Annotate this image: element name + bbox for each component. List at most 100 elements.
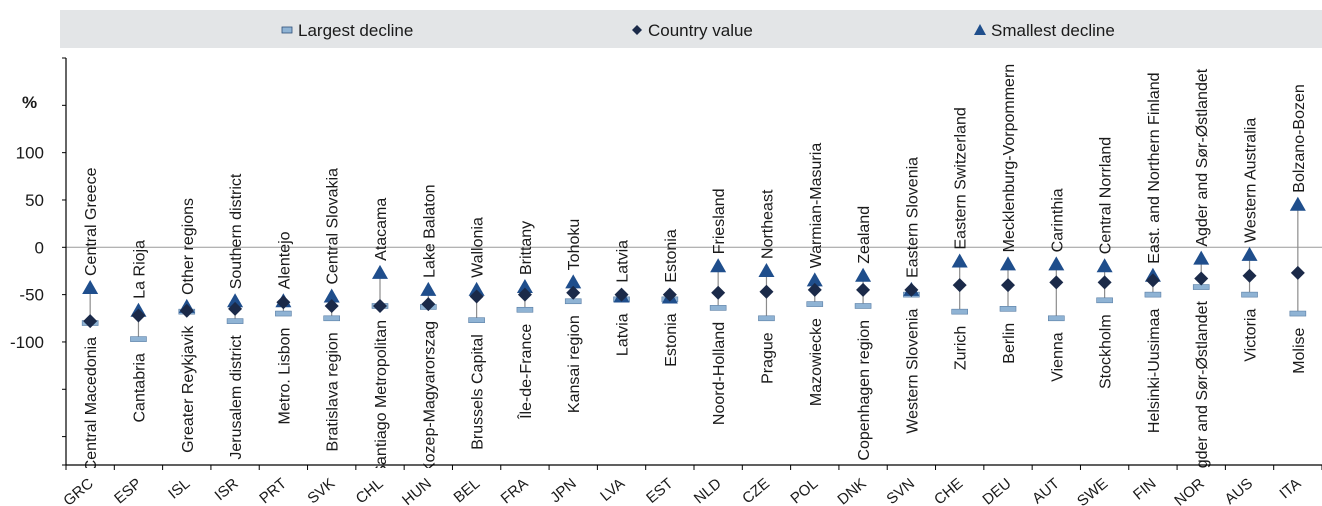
x-tick-label: SVN <box>883 475 918 506</box>
legend-label-country: Country value <box>648 21 753 40</box>
y-tick-label: 100 <box>16 144 44 163</box>
country-value-point <box>517 287 532 302</box>
country-value-point <box>421 297 436 312</box>
x-tick-label: CHL <box>353 475 387 506</box>
region-label-top: Carinthia <box>1049 188 1066 252</box>
country-value-point <box>83 314 98 329</box>
region-label-top: Alentejo <box>276 231 293 289</box>
largest-decline-point <box>951 308 968 315</box>
largest-decline-point <box>854 303 872 309</box>
x-tick-label: PRT <box>256 475 290 506</box>
x-tick-label: ESP <box>111 475 145 506</box>
country-value-point <box>373 298 387 313</box>
country-value-point <box>469 289 484 304</box>
country-value-point <box>1242 268 1257 283</box>
smallest-decline-point <box>1048 256 1065 271</box>
region-label-top: Friesland <box>711 188 728 254</box>
region-label-top: Atacama <box>373 198 390 261</box>
region-label-top: Western Australia <box>1243 118 1260 243</box>
smallest-decline-point <box>516 279 533 294</box>
y-tick-label: 50 <box>25 191 44 210</box>
country-value-point <box>1049 275 1064 290</box>
largest-decline-point <box>709 305 727 311</box>
smallest-decline-point <box>372 264 388 279</box>
x-tick-label: SWE <box>1074 475 1111 506</box>
largest-decline-point <box>275 310 292 317</box>
largest-decline-point <box>1289 310 1307 317</box>
largest-decline-point <box>516 306 534 313</box>
country-value-point <box>904 282 919 297</box>
markers <box>81 196 1307 342</box>
country-value-point <box>807 282 822 297</box>
region-label-bottom: Latvia <box>615 313 632 356</box>
smallest-decline-point <box>1096 258 1113 273</box>
country-value-point <box>614 287 629 302</box>
smallest-decline-point <box>565 274 582 289</box>
x-tick-label: POL <box>787 475 821 506</box>
y-tick-labels: 100 50 0 -50 -100 <box>10 144 44 352</box>
x-tick-label: FRA <box>498 475 532 506</box>
country-value-point <box>324 298 339 313</box>
smallest-decline-point <box>855 267 872 282</box>
largest-decline-point <box>1241 291 1258 298</box>
region-label-bottom: Vienna <box>1049 332 1066 382</box>
country-value-point <box>566 285 581 300</box>
smallest-decline-point <box>420 281 437 296</box>
largest-decline-point <box>1096 297 1113 304</box>
region-label-bottom: Agder and Sør-Østlandet <box>1194 301 1211 479</box>
region-label-bottom: Prague <box>759 332 776 384</box>
range-lines <box>89 204 1299 340</box>
x-tick-label: DNK <box>834 475 869 506</box>
country-value-point <box>759 284 774 299</box>
region-label-bottom: Helsinki-Uusimaa <box>1146 309 1163 434</box>
region-label-top: Mecklenburg-Vorpommern <box>1001 64 1018 253</box>
region-label-bottom: Metro. Lisbon <box>276 328 293 425</box>
x-tick-label: JPN <box>547 475 580 506</box>
region-label-top: Central Greece <box>83 167 100 276</box>
smallest-decline-point <box>1193 250 1210 265</box>
region-label-bottom: Copenhagen region <box>856 320 873 461</box>
largest-decline-point <box>806 301 824 307</box>
smallest-decline-point <box>806 272 823 287</box>
country-value-point <box>131 308 146 323</box>
region-label-bottom: Cantabria <box>131 353 148 422</box>
x-tick-label: ISR <box>212 475 242 504</box>
smallest-decline-point <box>1289 196 1306 211</box>
largest-decline-point <box>999 306 1017 312</box>
country-value-point <box>952 278 967 293</box>
region-label-bottom: Île-de-France <box>516 324 535 420</box>
region-label-top: Wallonia <box>470 217 487 278</box>
region-label-top: Eastern Switzerland <box>953 107 970 249</box>
smallest-decline-point <box>710 258 727 273</box>
x-tick-label: CHE <box>931 475 966 506</box>
region-label-bottom: Kansai region <box>566 315 583 413</box>
region-labels: Central Macedonia Central Greece Cantabria… <box>83 64 1308 479</box>
region-label-top: Central Norrland <box>1098 137 1115 254</box>
largest-decline-point <box>323 315 340 322</box>
region-label-bottom: Zurich <box>953 326 970 370</box>
x-tick-label: SVK <box>304 475 338 506</box>
largest-decline-point <box>1048 315 1065 322</box>
x-tick-label: FIN <box>1130 475 1159 504</box>
region-label-bottom: Santiago Metropolitan <box>373 320 390 476</box>
legend-smallest-marker <box>974 24 986 35</box>
axes <box>62 57 1322 470</box>
largest-decline-point <box>468 317 485 323</box>
country-value-point <box>662 287 677 302</box>
largest-decline-point <box>226 318 244 324</box>
legend-band <box>60 10 1322 48</box>
region-label-top: Brittany <box>518 221 535 275</box>
x-tick-label: NOR <box>1171 475 1208 506</box>
smallest-decline-point <box>468 281 485 296</box>
smallest-decline-point <box>227 293 244 308</box>
y-tick-label: 0 <box>35 238 44 257</box>
x-tick-label: ISL <box>165 475 193 502</box>
country-value-point <box>1194 271 1209 286</box>
x-tick-label: GRC <box>60 475 97 506</box>
largest-decline-point <box>130 336 147 342</box>
region-label-bottom: Berlin <box>1001 323 1018 364</box>
region-label-top: Estonia <box>663 229 680 282</box>
country-value-point <box>1097 275 1112 290</box>
region-label-bottom: Molise <box>1291 327 1308 373</box>
region-label-bottom: Greater Reykjavik <box>180 325 197 453</box>
